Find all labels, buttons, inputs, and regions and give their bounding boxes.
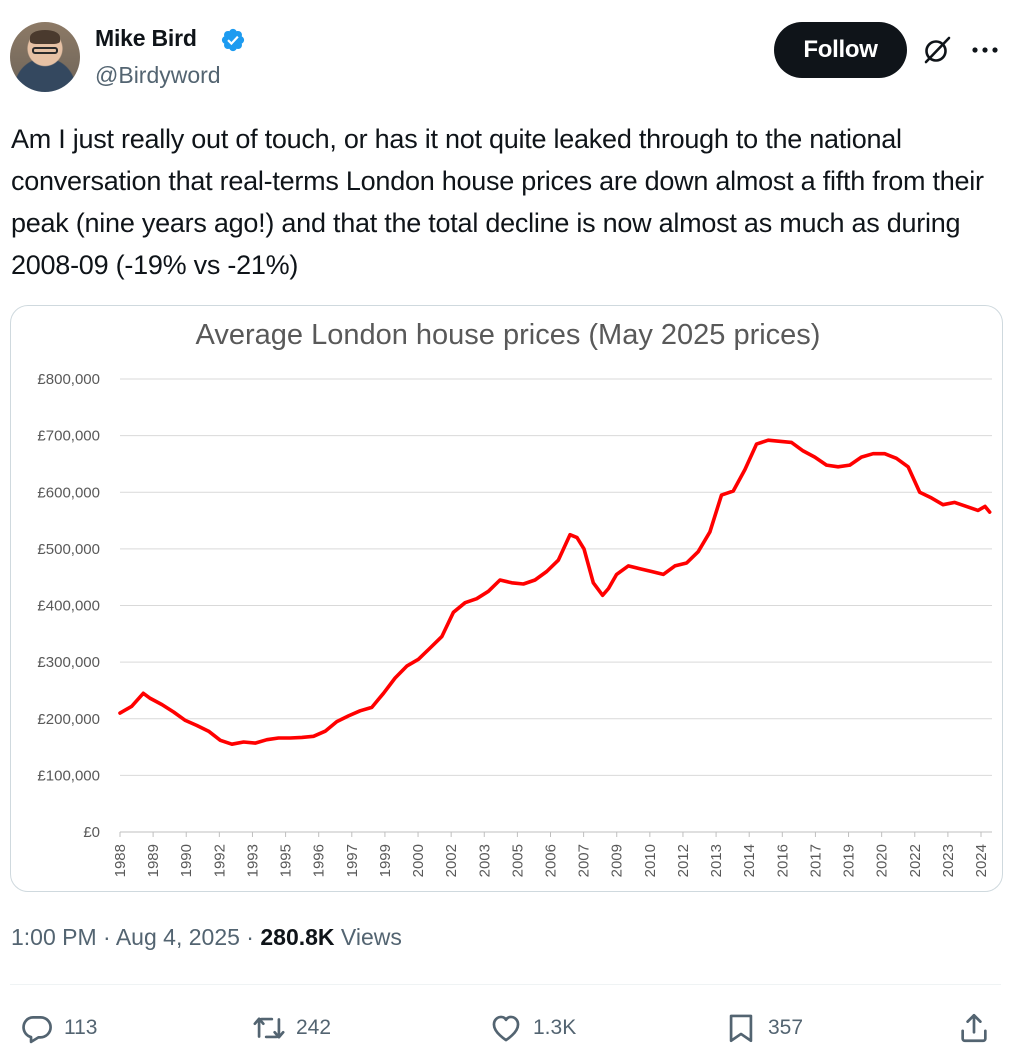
like-button[interactable]: 1.3K <box>489 1008 576 1048</box>
y-tick-label: £0 <box>83 824 100 841</box>
y-tick-label: £200,000 <box>37 711 100 728</box>
repost-icon <box>253 1017 285 1039</box>
views-label: Views <box>340 924 402 950</box>
author-handle[interactable]: @Birdyword <box>95 62 221 88</box>
x-tick-label: 1992 <box>211 844 228 877</box>
tweet-meta: 1:00 PM · Aug 4, 2025 · 280.8K Views <box>11 924 402 951</box>
tweet-date[interactable]: Aug 4, 2025 <box>115 924 240 950</box>
x-tick-label: 1995 <box>278 844 295 877</box>
divider <box>10 984 1001 985</box>
x-tick-label: 2006 <box>543 844 560 877</box>
repost-count: 242 <box>296 1016 332 1039</box>
x-tick-label: 2020 <box>874 844 891 877</box>
follow-button[interactable]: Follow <box>774 22 907 78</box>
x-tick-label: 2000 <box>410 844 427 877</box>
grok-icon[interactable] <box>922 35 952 65</box>
y-tick-label: £400,000 <box>37 598 100 615</box>
house-price-chart: Average London house prices (May 2025 pr… <box>37 319 992 877</box>
author-name[interactable]: Mike Bird <box>95 25 197 51</box>
x-tick-label: 2016 <box>774 844 791 877</box>
reply-count: 113 <box>64 1016 98 1039</box>
views-count: 280.8K <box>260 924 335 950</box>
x-tick-label: 2017 <box>807 844 824 877</box>
x-tick-label: 1996 <box>311 844 328 877</box>
reply-button[interactable]: 113 <box>20 1008 97 1048</box>
heart-icon <box>492 1015 520 1042</box>
x-tick-label: 2019 <box>841 844 858 877</box>
x-tick-label: 2003 <box>476 844 493 877</box>
meta-separator: · <box>246 924 254 950</box>
bookmark-icon <box>729 1014 753 1043</box>
x-tick-label: 2009 <box>609 844 626 877</box>
avatar-glasses <box>32 47 58 54</box>
x-tick-label: 2010 <box>642 844 659 877</box>
x-tick-label: 2002 <box>443 844 460 877</box>
y-tick-label: £500,000 <box>37 541 100 558</box>
x-tick-label: 1989 <box>145 844 162 877</box>
x-tick-label: 1988 <box>112 844 129 877</box>
like-count: 1.3K <box>533 1016 577 1039</box>
x-tick-label: 2022 <box>907 844 924 877</box>
x-tick-label: 1997 <box>344 844 361 877</box>
x-tick-label: 2005 <box>509 844 526 877</box>
x-tick-label: 2007 <box>576 844 593 877</box>
tweet-media-chart[interactable]: Average London house prices (May 2025 pr… <box>10 305 1003 892</box>
verified-badge-icon <box>221 28 245 52</box>
y-tick-label: £100,000 <box>37 767 100 784</box>
chart-title: Average London house prices (May 2025 pr… <box>196 319 821 351</box>
share-button[interactable] <box>957 1008 1001 1048</box>
avatar-hair <box>30 30 60 44</box>
y-tick-label: £300,000 <box>37 654 100 671</box>
x-tick-label: 2024 <box>973 844 990 877</box>
avatar[interactable] <box>10 22 80 92</box>
share-icon <box>961 1013 987 1043</box>
x-tick-label: 1990 <box>178 844 195 877</box>
more-dots-icon[interactable] <box>970 46 1000 54</box>
reply-icon <box>22 1016 52 1044</box>
tweet-time[interactable]: 1:00 PM <box>11 924 97 950</box>
x-tick-label: 1999 <box>377 844 394 877</box>
y-tick-label: £800,000 <box>37 371 100 388</box>
bookmark-button[interactable]: 357 <box>724 1008 803 1048</box>
repost-button[interactable]: 242 <box>252 1008 331 1048</box>
y-tick-label: £600,000 <box>37 484 100 501</box>
meta-separator: · <box>103 924 111 950</box>
y-tick-label: £700,000 <box>37 428 100 445</box>
tweet-text: Am I just really out of touch, or has it… <box>11 124 984 280</box>
series-line <box>118 438 992 747</box>
x-tick-label: 2023 <box>940 844 957 877</box>
x-tick-label: 2014 <box>741 844 758 877</box>
x-tick-label: 1993 <box>244 844 261 877</box>
bookmark-count: 357 <box>768 1016 804 1039</box>
x-tick-label: 2013 <box>708 844 725 877</box>
x-tick-label: 2012 <box>675 844 692 877</box>
